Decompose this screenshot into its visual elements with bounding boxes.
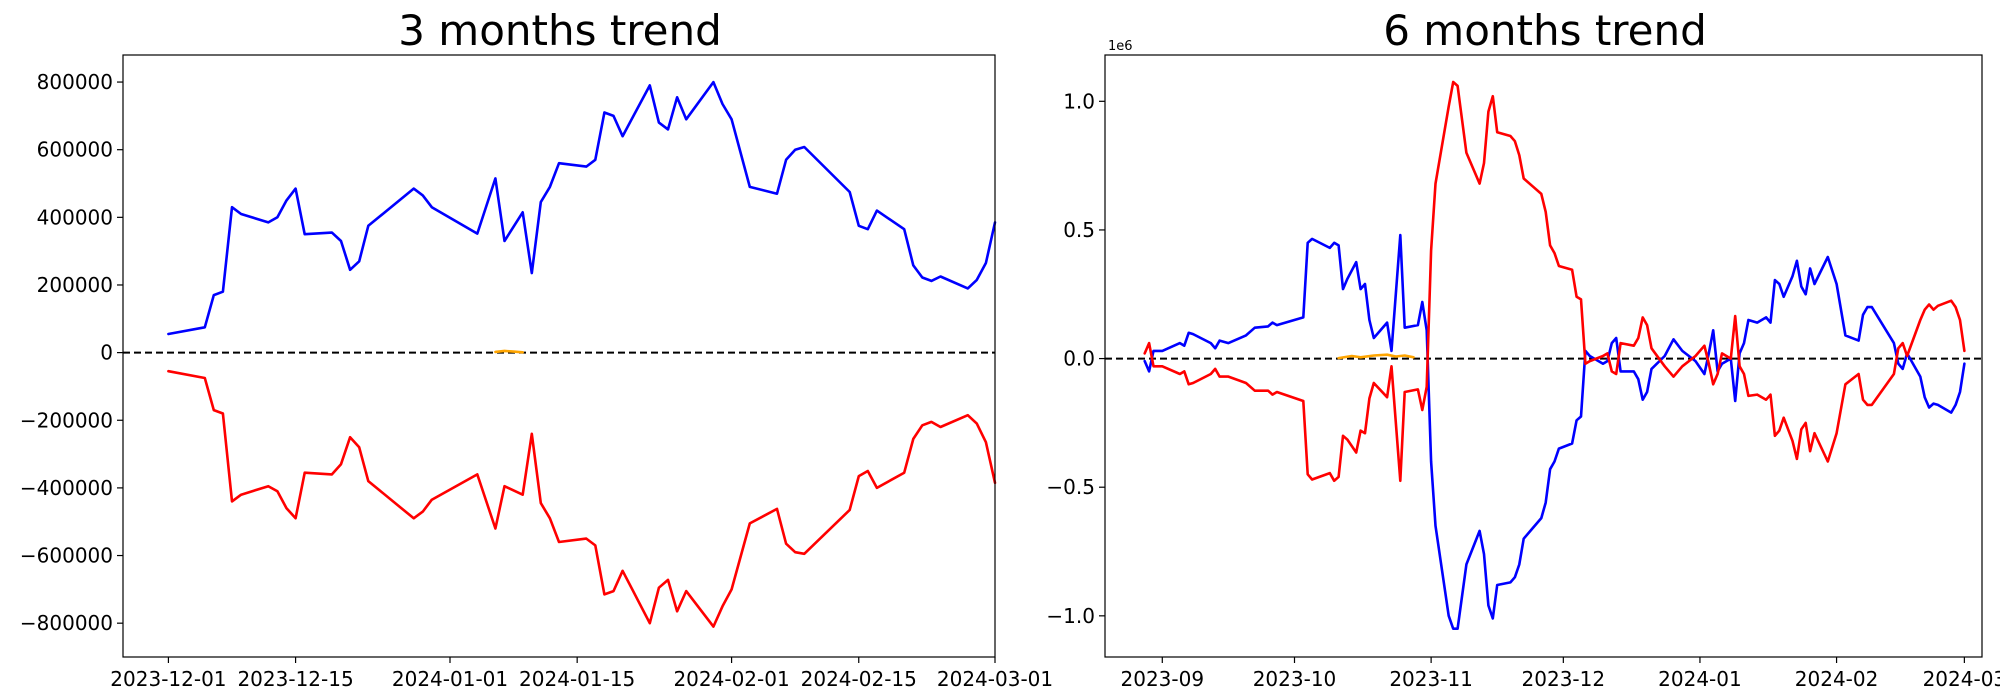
chart-right-y-tick-label: −0.5	[1046, 475, 1095, 499]
chart-right-x-tick-label: 2023-09	[1121, 667, 1205, 691]
chart-left-series-2	[494, 349, 525, 354]
chart-right-x-tick-label: 2024-02	[1795, 667, 1879, 691]
chart-right-x-tick-label: 2023-10	[1253, 667, 1337, 691]
chart-right-series-0	[1143, 233, 1966, 631]
chart-left-series-1	[167, 369, 997, 628]
chart-right-x-tick-label: 2024-01	[1658, 667, 1742, 691]
chart-left-title: 3 months trend	[398, 6, 722, 55]
chart-left-y-tick-label: 600000	[37, 138, 113, 162]
chart-left-x-tick-label: 2024-01-01	[392, 667, 508, 691]
chart-left-x-tick-label: 2023-12-01	[110, 667, 226, 691]
chart-left-y-tick-label: 800000	[37, 70, 113, 94]
chart-right-x-tick-label: 2023-11	[1389, 667, 1473, 691]
chart-left-y-tick-label: 0	[100, 341, 113, 365]
chart-right-y-tick-label: −1.0	[1046, 604, 1095, 628]
chart-right: 6 months trend 1e6 2023-09 2023-10 2023-11…	[1046, 6, 2000, 691]
chart-right-series-1	[1143, 80, 1966, 483]
chart-right-x-tick-label: 2024-03	[1923, 667, 2000, 691]
chart-left-y-tick-label: −600000	[20, 544, 113, 568]
chart-right-y-tick-label: 0.0	[1063, 347, 1095, 371]
chart-left-x-tick-label: 2024-02-01	[673, 667, 789, 691]
chart-left: 3 months trend 2023-12-01 2023-12-15 2024-…	[20, 6, 1053, 691]
chart-left-series-0	[167, 80, 997, 336]
chart-right-series-2	[1337, 353, 1415, 360]
chart-left-y-tick-label: 200000	[37, 273, 113, 297]
chart-left-y-tick-label: −200000	[20, 408, 113, 432]
chart-right-title: 6 months trend	[1383, 6, 1707, 55]
chart-left-x-tick-label: 2024-03-01	[937, 667, 1053, 691]
chart-left-plot: 2023-12-01 2023-12-15 2024-01-01 2024-01-15…	[20, 70, 1053, 691]
chart-left-x-tick-label: 2024-01-15	[519, 667, 635, 691]
chart-left-y-tick-label: −400000	[20, 476, 113, 500]
chart-left-y-tick-label: −800000	[20, 611, 113, 635]
chart-left-x-tick-label: 2024-02-15	[801, 667, 917, 691]
chart-right-y-tick-label: 0.5	[1063, 218, 1095, 242]
chart-right-y-offset: 1e6	[1108, 39, 1133, 54]
chart-left-x-tick-label: 2023-12-15	[237, 667, 353, 691]
chart-left-frame	[122, 54, 996, 658]
chart-left-y-tick-label: 400000	[37, 205, 113, 229]
chart-right-plot: 2023-09 2023-10 2023-11 2023-12 2024-01 2024-…	[1046, 80, 2000, 691]
chart-right-y-tick-label: 1.0	[1063, 89, 1095, 113]
chart-right-x-tick-label: 2023-12	[1522, 667, 1606, 691]
chart-right-frame	[1104, 54, 1983, 658]
